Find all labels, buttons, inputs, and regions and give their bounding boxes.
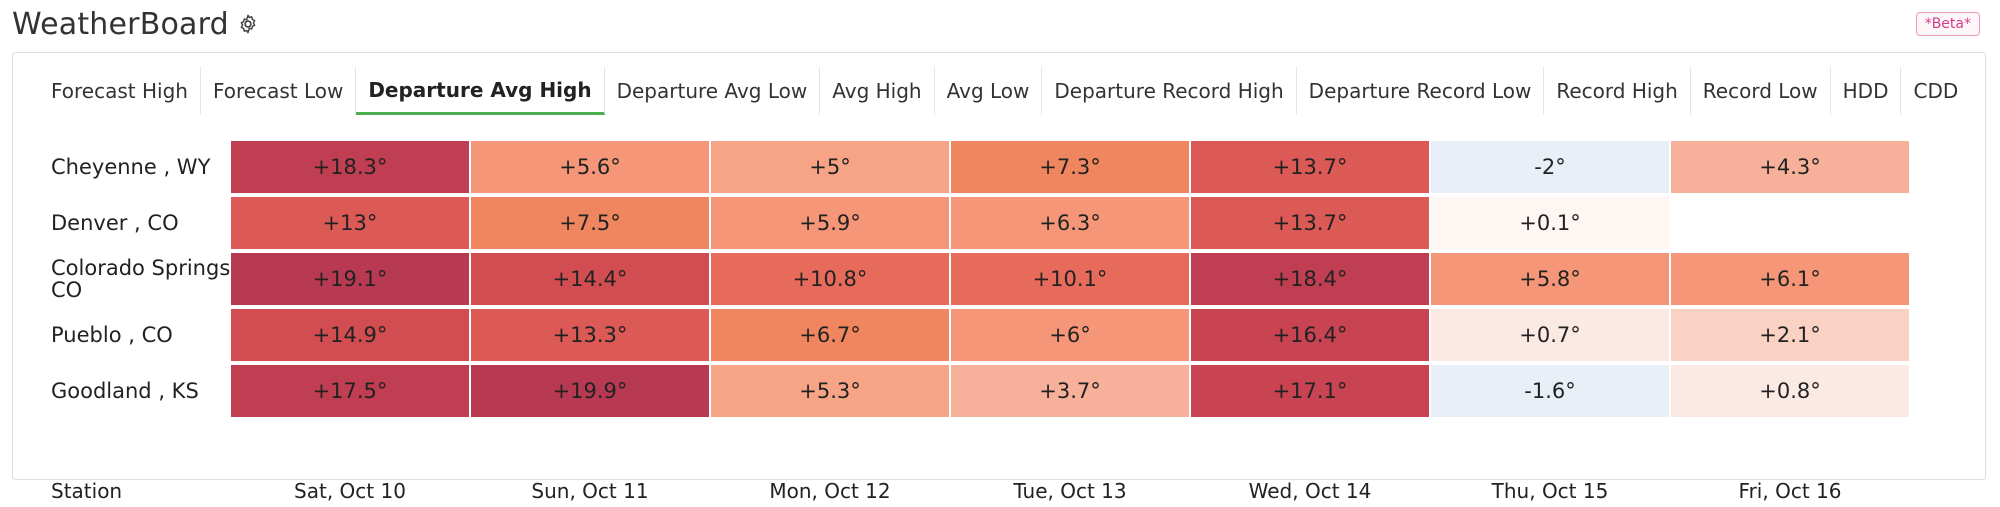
- tab-departure-record-low[interactable]: Departure Record Low: [1297, 67, 1545, 115]
- heatmap-cell[interactable]: +16.4°: [1191, 309, 1429, 361]
- heatmap-cell[interactable]: +0.7°: [1431, 309, 1669, 361]
- tab-departure-avg-high[interactable]: Departure Avg High: [356, 67, 605, 115]
- heatmap-cell[interactable]: [1671, 197, 1909, 249]
- heatmap-cell[interactable]: +5°: [711, 141, 949, 193]
- heatmap-cell[interactable]: +0.1°: [1431, 197, 1669, 249]
- heatmap-cell[interactable]: +14.9°: [231, 309, 469, 361]
- heatmap-cell[interactable]: +5.3°: [711, 365, 949, 417]
- heatmap-cell[interactable]: +18.4°: [1191, 253, 1429, 305]
- heatmap-cell[interactable]: +10.1°: [951, 253, 1189, 305]
- heatmap-cell[interactable]: +5.6°: [471, 141, 709, 193]
- tab-avg-high[interactable]: Avg High: [820, 67, 935, 115]
- heatmap-cell[interactable]: -2°: [1431, 141, 1669, 193]
- table-row: Goodland , KS +17.5° +19.9° +5.3° +3.7° +17.1…: [39, 365, 1989, 417]
- heatmap-cell[interactable]: +13.7°: [1191, 141, 1429, 193]
- tab-departure-record-high[interactable]: Departure Record High: [1042, 67, 1297, 115]
- heatmap-cell[interactable]: +3.7°: [951, 365, 1189, 417]
- table-row: Cheyenne , WY +18.3° +5.6° +5° +7.3° +13.7° -2…: [39, 141, 1989, 193]
- heatmap-cell[interactable]: +19.9°: [471, 365, 709, 417]
- day-column-header: Wed, Oct 14: [1248, 479, 1372, 503]
- day-column-header: Fri, Oct 16: [1738, 479, 1842, 503]
- table-row: Colorado Springs , CO +19.1° +14.4° +10.8° +…: [39, 253, 1989, 305]
- app-header: WeatherBoard: [12, 4, 259, 44]
- heatmap-cell[interactable]: +13°: [231, 197, 469, 249]
- tab-hdd[interactable]: HDD: [1831, 67, 1902, 115]
- heatmap-cell[interactable]: +2.1°: [1671, 309, 1909, 361]
- heatmap-cell[interactable]: -1.6°: [1431, 365, 1669, 417]
- heatmap-cell[interactable]: +13.3°: [471, 309, 709, 361]
- station-name[interactable]: Denver , CO: [51, 211, 179, 235]
- station-name[interactable]: Colorado Springs , CO: [51, 256, 244, 302]
- heatmap-cell[interactable]: +17.1°: [1191, 365, 1429, 417]
- tab-record-high[interactable]: Record High: [1544, 67, 1691, 115]
- heatmap-cell[interactable]: +6.3°: [951, 197, 1189, 249]
- heatmap-cell[interactable]: +5.8°: [1431, 253, 1669, 305]
- heatmap-cell[interactable]: +5.9°: [711, 197, 949, 249]
- heatmap-cell[interactable]: +10.8°: [711, 253, 949, 305]
- tab-departure-avg-low[interactable]: Departure Avg Low: [605, 67, 821, 115]
- day-column-header: Mon, Oct 12: [769, 479, 891, 503]
- heatmap-cell[interactable]: +6.1°: [1671, 253, 1909, 305]
- heatmap-cell[interactable]: +0.8°: [1671, 365, 1909, 417]
- gear-icon[interactable]: [237, 13, 259, 35]
- heatmap-cell[interactable]: +6°: [951, 309, 1189, 361]
- tab-forecast-high[interactable]: Forecast High: [39, 67, 201, 115]
- app-title: WeatherBoard: [12, 6, 229, 42]
- heatmap-cell[interactable]: +13.7°: [1191, 197, 1429, 249]
- table-footer: Station Sat, Oct 10 Sun, Oct 11 Mon, Oct 12…: [39, 475, 1989, 507]
- table-row: Pueblo , CO +14.9° +13.3° +6.7° +6° +16.4° +0.…: [39, 309, 1989, 361]
- heatmap-cell[interactable]: +4.3°: [1671, 141, 1909, 193]
- heatmap-cell[interactable]: +14.4°: [471, 253, 709, 305]
- tab-cdd[interactable]: CDD: [1913, 79, 1959, 103]
- tab-avg-low[interactable]: Avg Low: [935, 67, 1043, 115]
- beta-badge: *Beta*: [1915, 12, 1980, 36]
- station-name[interactable]: Goodland , KS: [51, 379, 199, 403]
- day-column-header: Thu, Oct 15: [1491, 479, 1609, 503]
- tab-forecast-low[interactable]: Forecast Low: [201, 67, 357, 115]
- day-column-header: Tue, Oct 13: [1013, 479, 1127, 503]
- table-row: Denver , CO +13° +7.5° +5.9° +6.3° +13.7° +0.1…: [39, 197, 1989, 249]
- metric-tabs: Forecast High Forecast Low Departure Avg H…: [39, 67, 1970, 115]
- station-name[interactable]: Pueblo , CO: [51, 323, 173, 347]
- heatmap-cell[interactable]: +19.1°: [231, 253, 469, 305]
- dashboard-panel: Forecast High Forecast Low Departure Avg H…: [12, 52, 1989, 503]
- heatmap-cell[interactable]: +6.7°: [711, 309, 949, 361]
- heatmap-cell[interactable]: +7.5°: [471, 197, 709, 249]
- day-column-header: Sat, Oct 10: [294, 479, 406, 503]
- heatmap-cell[interactable]: +7.3°: [951, 141, 1189, 193]
- heatmap-cell[interactable]: +17.5°: [231, 365, 469, 417]
- station-name[interactable]: Cheyenne , WY: [51, 155, 211, 179]
- day-column-header: Sun, Oct 11: [531, 479, 649, 503]
- tab-record-low[interactable]: Record Low: [1691, 67, 1831, 115]
- heatmap-cell[interactable]: +18.3°: [231, 141, 469, 193]
- station-column-header: Station: [51, 479, 123, 503]
